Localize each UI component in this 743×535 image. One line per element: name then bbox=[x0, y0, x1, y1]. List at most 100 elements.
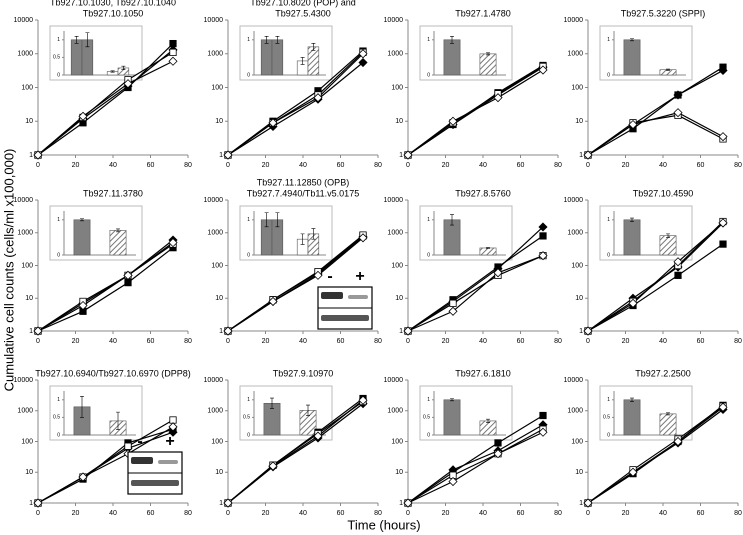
y-tick-label: 1 bbox=[29, 500, 33, 507]
inset-tick-label: 0.5 bbox=[423, 415, 430, 421]
marker bbox=[124, 279, 132, 287]
y-tick-label: 1 bbox=[399, 152, 403, 159]
marker bbox=[169, 48, 177, 56]
y-tick-label: 100 bbox=[211, 438, 223, 445]
inset-bar bbox=[623, 399, 641, 436]
marker bbox=[718, 218, 728, 228]
panel-title: Tb927.5.4300 bbox=[275, 8, 331, 18]
panel-title: Tb927.6.1810 bbox=[455, 368, 511, 378]
blot-band bbox=[131, 480, 179, 486]
series-line bbox=[407, 226, 544, 332]
y-tick-label: 10 bbox=[215, 118, 223, 125]
y-tick-label: 10000 bbox=[204, 197, 224, 204]
x-tick-label: 60 bbox=[147, 338, 155, 345]
y-tick-label: 10 bbox=[25, 118, 33, 125]
x-tick-label: 40 bbox=[299, 162, 307, 169]
marker bbox=[718, 132, 728, 142]
blot-label: - bbox=[327, 268, 332, 285]
x-tick-label: 0 bbox=[406, 162, 410, 169]
series-line bbox=[227, 53, 364, 156]
marker bbox=[168, 422, 178, 432]
series-line bbox=[227, 62, 364, 156]
y-tick-label: 10000 bbox=[204, 17, 224, 24]
x-tick-label: 20 bbox=[72, 338, 80, 345]
error-bar bbox=[666, 68, 670, 71]
series-line bbox=[407, 255, 544, 332]
marker bbox=[538, 251, 548, 261]
inset-tick-label: 1 bbox=[247, 397, 250, 403]
marker bbox=[124, 442, 132, 450]
marker bbox=[168, 238, 178, 248]
inset-tick-label: 0.5 bbox=[243, 415, 250, 421]
marker bbox=[403, 326, 413, 336]
x-tick-label: 80 bbox=[374, 338, 382, 345]
x-tick-label: 0 bbox=[226, 510, 230, 517]
marker bbox=[449, 299, 457, 307]
error-bar bbox=[630, 217, 634, 222]
marker bbox=[268, 118, 278, 128]
marker bbox=[358, 57, 368, 68]
series-line bbox=[227, 237, 364, 332]
x-tick-label: 80 bbox=[184, 338, 192, 345]
error-bar bbox=[80, 218, 84, 222]
x-tick-label: 20 bbox=[622, 162, 630, 169]
inset-tick-label: 0 bbox=[247, 72, 250, 78]
error-bar bbox=[306, 404, 310, 416]
y-tick-label: 10 bbox=[215, 295, 223, 302]
y-tick-label: 1 bbox=[579, 328, 583, 335]
error-bar bbox=[311, 228, 316, 240]
panel-title: Tb927.2.2500 bbox=[635, 368, 691, 378]
error-bar bbox=[121, 65, 126, 71]
inset-bar bbox=[260, 39, 273, 76]
marker bbox=[313, 270, 323, 280]
y-tick-label: 100 bbox=[211, 262, 223, 269]
y-tick-label: 10000 bbox=[204, 377, 224, 384]
y-tick-label: 1000 bbox=[387, 51, 403, 58]
y-tick-label: 1000 bbox=[567, 51, 583, 58]
error-bar bbox=[110, 70, 115, 73]
blot-label: + bbox=[165, 433, 174, 450]
inset-bar bbox=[73, 219, 91, 256]
error-bar bbox=[450, 214, 454, 226]
error-bar bbox=[300, 57, 305, 65]
blot-label: - bbox=[137, 433, 142, 450]
error-bar bbox=[486, 52, 490, 56]
x-tick-label: 40 bbox=[659, 162, 667, 169]
marker bbox=[358, 233, 368, 243]
inset-frame bbox=[599, 205, 693, 261]
inset-tick-label: 0 bbox=[247, 432, 250, 438]
x-tick-label: 80 bbox=[734, 510, 742, 517]
y-tick-label: 1000 bbox=[207, 408, 223, 415]
marker bbox=[583, 326, 593, 336]
panel-title: Tb927.8.5760 bbox=[455, 188, 511, 198]
x-tick-label: 40 bbox=[109, 510, 117, 517]
error-bar bbox=[264, 35, 269, 44]
x-tick-label: 0 bbox=[36, 510, 40, 517]
marker bbox=[673, 90, 683, 100]
x-tick-label: 20 bbox=[72, 510, 80, 517]
y-tick-label: 10000 bbox=[384, 197, 404, 204]
inset-tick-label: 1 bbox=[427, 217, 430, 223]
series-line bbox=[587, 222, 724, 332]
y-tick-label: 10 bbox=[395, 469, 403, 476]
x-tick-label: 20 bbox=[262, 162, 270, 169]
marker bbox=[169, 416, 177, 424]
marker bbox=[673, 257, 683, 267]
y-tick-label: 1 bbox=[579, 152, 583, 159]
error-bar bbox=[450, 398, 454, 402]
x-tick-label: 0 bbox=[406, 338, 410, 345]
panel-title: Tb927.1.4780 bbox=[455, 8, 511, 18]
inset-frame bbox=[49, 385, 143, 441]
marker bbox=[78, 111, 88, 121]
panel-title: Tb927.10.8020 (POP) and bbox=[250, 0, 356, 7]
y-tick-label: 1000 bbox=[17, 408, 33, 415]
marker bbox=[448, 476, 458, 487]
x-tick-label: 40 bbox=[659, 510, 667, 517]
y-tick-label: 1 bbox=[399, 500, 403, 507]
blot-band bbox=[321, 292, 343, 299]
x-tick-label: 40 bbox=[479, 162, 487, 169]
y-axis-label: Cumulative cell counts (cells/ml x100,00… bbox=[1, 149, 16, 392]
error-bar bbox=[300, 233, 305, 245]
inset-tick-label: 1 bbox=[427, 37, 430, 43]
inset-bar bbox=[70, 39, 83, 76]
